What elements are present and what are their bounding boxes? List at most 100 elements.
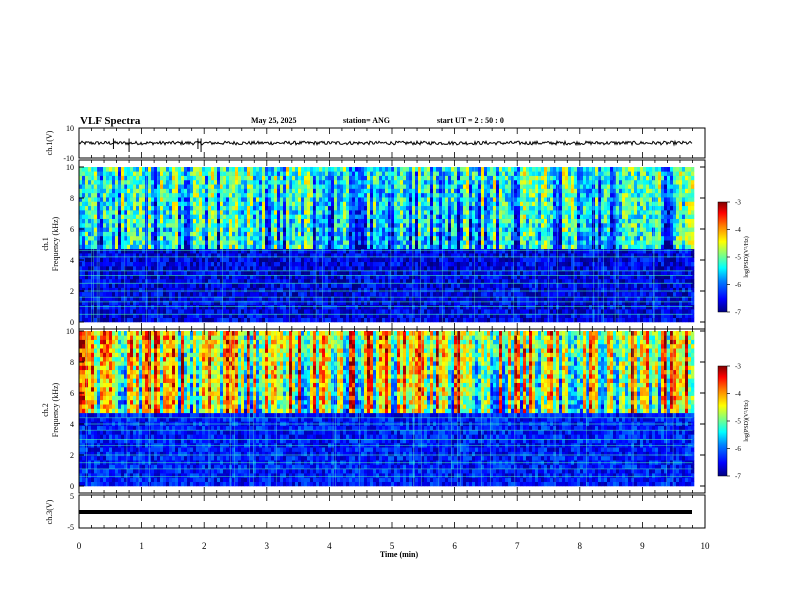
- spectrogram-cell: [331, 201, 335, 207]
- spectrogram-cell: [196, 253, 200, 258]
- spectrogram-cell: [220, 309, 224, 314]
- spectrogram-cell: [379, 184, 383, 189]
- spectrogram-cell: [406, 304, 410, 310]
- spectrogram-cell: [487, 274, 491, 280]
- spectrogram-cell: [121, 266, 125, 271]
- spectrogram-cell: [400, 304, 404, 310]
- spectrogram-cell: [259, 231, 263, 237]
- spectrogram-cell: [214, 291, 218, 297]
- spectrogram-cell: [337, 304, 341, 310]
- spectrogram-cell: [106, 313, 110, 318]
- spectrogram-cell: [121, 309, 125, 314]
- spectrogram-cell: [97, 278, 101, 284]
- spectrogram-cell: [376, 201, 380, 207]
- spectrogram-cell: [163, 300, 167, 306]
- spectrogram-cell: [277, 266, 281, 271]
- spectrogram-cell: [253, 304, 257, 310]
- spectrogram-cell: [259, 175, 263, 181]
- spectrogram-cell: [292, 253, 296, 258]
- spectrogram-cell: [322, 300, 326, 306]
- spectrogram-cell: [487, 300, 491, 306]
- spectrogram-cell: [136, 214, 140, 219]
- spectrogram-cell: [91, 179, 95, 185]
- spectrogram-cell: [436, 175, 440, 181]
- spectrogram-cell: [316, 287, 320, 293]
- spectrogram-cell: [337, 266, 341, 271]
- spectrogram-cell: [229, 244, 233, 250]
- spectrogram-cell: [439, 244, 443, 250]
- spectrogram-cell: [142, 283, 146, 288]
- spectrogram-cell: [385, 309, 389, 314]
- spectrogram-cell: [445, 205, 449, 211]
- spectrogram-cell: [397, 304, 401, 310]
- spectrogram-cell: [127, 210, 131, 215]
- spectrogram-cell: [490, 278, 494, 284]
- spectrogram-cell: [175, 270, 179, 275]
- spectrogram-cell: [370, 253, 374, 258]
- spectrogram-cell: [103, 270, 107, 275]
- spectrogram-cell: [88, 222, 92, 228]
- spectrogram-cell: [130, 296, 134, 301]
- spectrogram-cell: [97, 274, 101, 280]
- spectrogram-cell: [244, 184, 248, 189]
- spectrogram-cell: [133, 218, 137, 224]
- spectrogram-cell: [166, 231, 170, 237]
- spectrogram-cell: [142, 167, 146, 172]
- spectrogram-cell: [124, 244, 128, 250]
- spectrogram-cell: [331, 167, 335, 172]
- spectrogram-cell: [328, 283, 332, 288]
- spectrogram-cell: [427, 270, 431, 275]
- spectrogram-cell: [409, 210, 413, 215]
- spectrogram-cell: [247, 317, 251, 323]
- spectrogram-cell: [253, 248, 257, 254]
- spectrogram-cell: [397, 309, 401, 314]
- spectrogram-cell: [166, 192, 170, 198]
- spectrogram-cell: [289, 304, 293, 310]
- spectrogram-cell: [310, 171, 314, 176]
- spectrogram-cell: [352, 296, 356, 301]
- spectrogram-cell: [160, 248, 164, 254]
- spectrogram-cell: [475, 248, 479, 254]
- spectrogram-cell: [211, 270, 215, 275]
- spectrogram-cell: [427, 214, 431, 219]
- spectrogram-cell: [370, 244, 374, 250]
- spectrogram-cell: [202, 257, 206, 263]
- spectrogram-cell: [208, 192, 212, 198]
- spectrogram-cell: [439, 296, 443, 301]
- spectrogram-cell: [484, 184, 488, 189]
- spectrogram-cell: [112, 235, 116, 241]
- spectrogram-cell: [160, 201, 164, 207]
- spectrogram-cell: [247, 240, 251, 245]
- spectrogram-cell: [271, 283, 275, 288]
- spectrogram-cell: [88, 167, 92, 172]
- spectrogram-cell: [133, 235, 137, 241]
- spectrogram-cell: [424, 197, 428, 202]
- spectrogram-cell: [160, 171, 164, 176]
- spectrogram-cell: [451, 227, 455, 232]
- spectrogram-cell: [370, 287, 374, 293]
- spectrogram-cell: [415, 175, 419, 181]
- spectrogram-cell: [103, 188, 107, 194]
- spectrogram-cell: [382, 201, 386, 207]
- spectrogram-cell: [88, 283, 92, 288]
- spectrogram-cell: [124, 266, 128, 271]
- spectrogram-cell: [490, 188, 494, 194]
- spectrogram-cell: [424, 188, 428, 194]
- spectrogram-cell: [475, 266, 479, 271]
- spectrogram-cell: [352, 167, 356, 172]
- spectrogram-cell: [349, 257, 353, 263]
- spectrogram-cell: [268, 244, 272, 250]
- spectrogram-cell: [256, 222, 260, 228]
- spectrogram-cell: [199, 248, 203, 254]
- spectrogram-cell: [337, 257, 341, 263]
- spectrogram-cell: [451, 313, 455, 318]
- spectrogram-cell: [148, 283, 152, 288]
- spectrogram-cell: [142, 171, 146, 176]
- spectrogram-cell: [91, 192, 95, 198]
- spectrogram-cell: [259, 274, 263, 280]
- spectrogram-cell: [106, 278, 110, 284]
- spectrogram-cell: [307, 317, 311, 323]
- spectrogram-cell: [274, 278, 278, 284]
- spectrogram-cell: [382, 257, 386, 263]
- spectrogram-cell: [340, 283, 344, 288]
